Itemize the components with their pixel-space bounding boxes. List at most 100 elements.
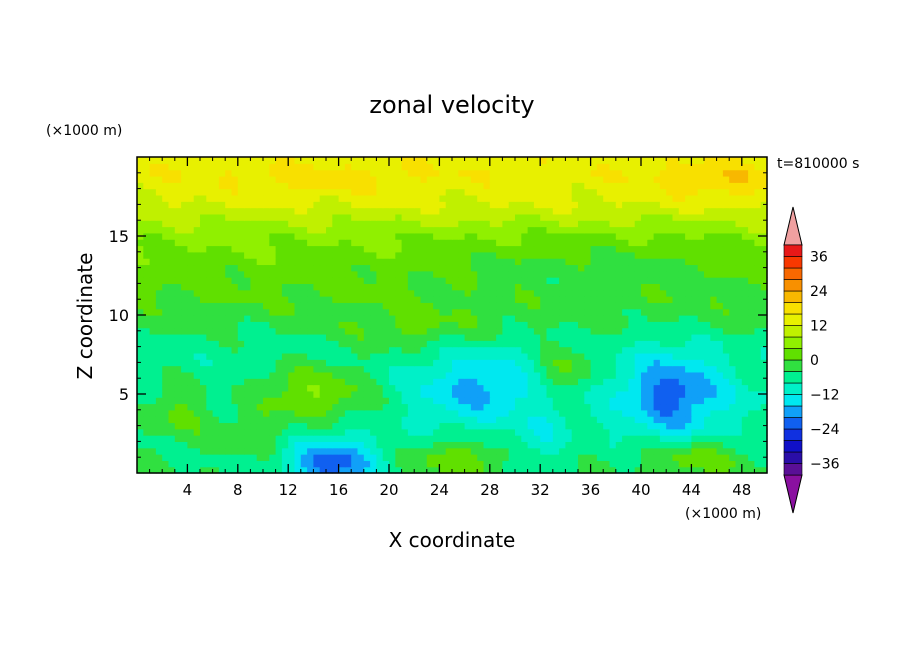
field-cell <box>168 422 176 430</box>
field-cell <box>212 169 220 177</box>
field-cell <box>502 454 510 461</box>
field-cell <box>647 352 655 360</box>
field-cell <box>672 258 680 266</box>
field-cell <box>685 403 692 411</box>
field-cell <box>578 226 585 234</box>
field-cell <box>231 466 239 474</box>
field-cell <box>666 333 674 341</box>
field-cell <box>666 403 674 411</box>
field-cell <box>332 340 340 348</box>
field-cell <box>445 245 453 253</box>
field-cell <box>338 258 346 266</box>
field-cell <box>678 188 686 196</box>
field-cell <box>710 384 718 392</box>
field-cell <box>590 447 598 455</box>
field-cell <box>338 466 346 474</box>
field-cell <box>162 390 170 398</box>
field-cell <box>685 213 692 221</box>
field-cell <box>244 371 251 379</box>
field-cell <box>351 397 359 405</box>
field-cell <box>565 251 573 259</box>
field-cell <box>326 466 333 474</box>
field-cell <box>319 296 327 303</box>
field-cell <box>155 390 163 398</box>
field-cell <box>439 346 447 354</box>
field-cell <box>275 175 283 183</box>
field-cell <box>659 201 667 209</box>
field-cell <box>269 340 277 348</box>
field-cell <box>489 239 497 247</box>
field-cell <box>496 333 503 341</box>
field-cell <box>307 226 314 234</box>
field-cell <box>496 207 503 215</box>
field-cell <box>313 239 321 247</box>
field-cell <box>439 194 447 202</box>
field-cell <box>521 245 529 253</box>
field-cell <box>200 466 207 474</box>
field-cell <box>206 466 214 474</box>
field-cell <box>678 397 686 405</box>
field-cell <box>685 283 692 291</box>
field-cell <box>344 416 352 424</box>
field-cell <box>596 416 604 424</box>
field-cell <box>439 454 447 461</box>
field-cell <box>691 422 699 430</box>
field-cell <box>263 327 270 335</box>
field-cell <box>344 277 352 284</box>
field-cell <box>344 441 352 449</box>
field-cell <box>218 277 226 284</box>
field-cell <box>218 365 226 373</box>
field-cell <box>697 264 705 272</box>
field-cell <box>401 277 409 284</box>
field-cell <box>521 454 529 461</box>
field-cell <box>187 213 195 221</box>
field-cell <box>735 296 743 303</box>
field-cell <box>357 201 365 209</box>
field-cell <box>659 403 667 411</box>
field-cell <box>533 182 541 190</box>
field-cell <box>414 428 422 436</box>
field-cell <box>174 315 182 322</box>
field-cell <box>748 258 755 266</box>
field-cell <box>212 466 220 474</box>
field-cell <box>225 359 233 367</box>
field-cell <box>237 194 245 202</box>
field-cell <box>584 169 592 177</box>
field-cell <box>281 321 289 329</box>
field-cell <box>659 270 667 278</box>
field-cell <box>596 232 604 240</box>
field-cell <box>351 403 359 411</box>
field-cell <box>678 157 686 164</box>
field-cell <box>376 441 384 449</box>
field-cell <box>155 188 163 196</box>
field-cell <box>389 384 396 392</box>
field-cell <box>225 277 233 284</box>
field-cell <box>206 435 214 442</box>
field-cell <box>281 340 289 348</box>
field-cell <box>275 447 283 455</box>
field-cell <box>496 308 503 316</box>
field-cell <box>590 232 598 240</box>
field-cell <box>546 340 554 348</box>
field-cell <box>281 378 289 386</box>
field-cell <box>414 283 422 291</box>
field-cell <box>515 232 522 240</box>
field-cell <box>748 454 755 461</box>
field-cell <box>376 378 384 386</box>
field-cell <box>162 245 170 253</box>
field-cell <box>370 270 377 278</box>
field-cell <box>237 296 245 303</box>
field-cell <box>363 435 371 442</box>
field-cell <box>533 340 541 348</box>
field-cell <box>407 397 415 405</box>
field-cell <box>225 283 233 291</box>
field-cell <box>250 258 258 266</box>
field-cell <box>678 390 686 398</box>
field-cell <box>313 435 321 442</box>
field-cell <box>389 428 396 436</box>
field-cell <box>722 207 730 215</box>
field-cell <box>565 264 573 272</box>
field-cell <box>426 270 434 278</box>
field-cell <box>200 270 207 278</box>
field-cell <box>344 340 352 348</box>
